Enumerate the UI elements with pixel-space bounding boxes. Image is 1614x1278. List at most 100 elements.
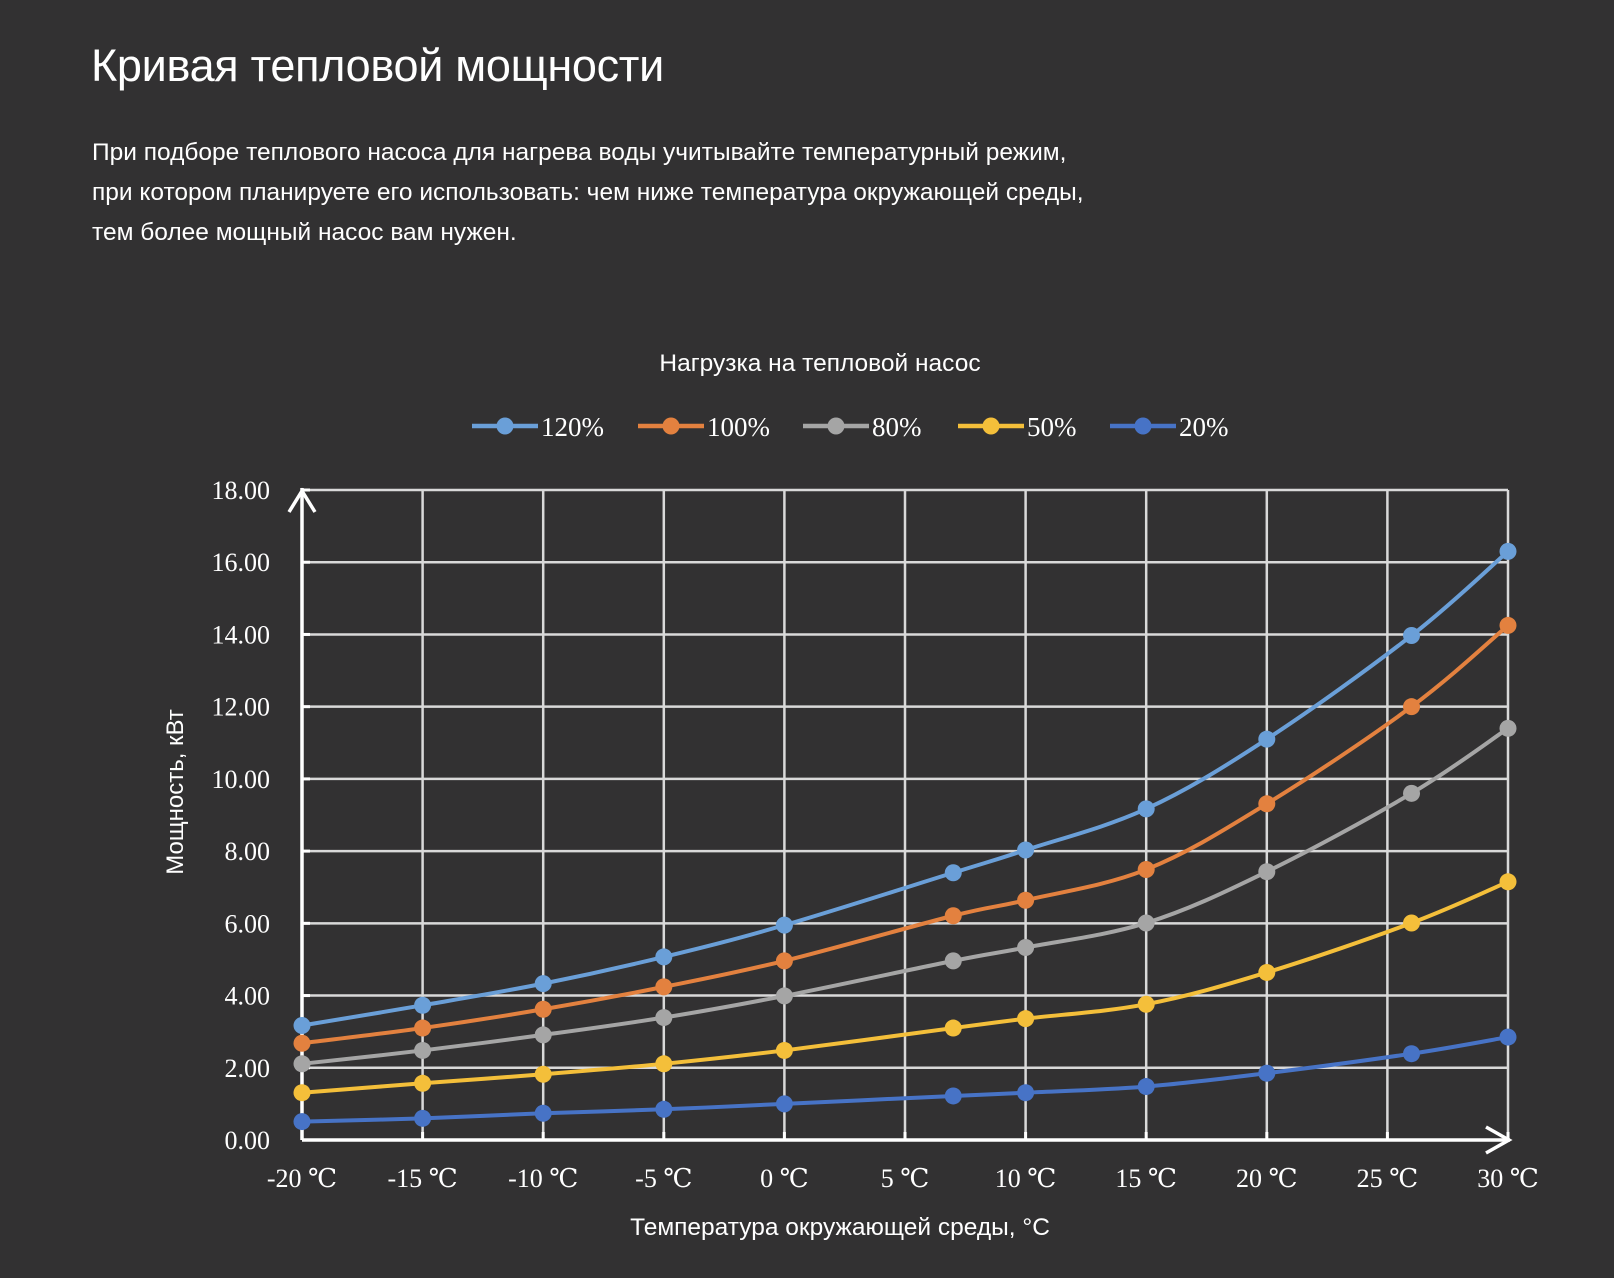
data-point — [1403, 1045, 1421, 1063]
data-point — [1258, 730, 1276, 748]
x-axis-arrow-icon — [1485, 1125, 1513, 1155]
legend-item: 50% — [958, 412, 1077, 442]
data-point — [1258, 1064, 1276, 1082]
x-axis-title: Температура окружающей среды, °C — [630, 1214, 1050, 1241]
x-tick-label: 5 ℃ — [881, 1164, 930, 1193]
data-point — [414, 1109, 432, 1127]
data-point — [775, 987, 793, 1005]
data-point — [775, 916, 793, 934]
data-point — [655, 978, 673, 996]
legend-label: 80% — [872, 412, 922, 442]
data-point — [414, 1074, 432, 1092]
y-axis-ticks: 0.00 2.00 4.00 6.00 8.00 10.00 12.00 14.00 16.00… — [212, 476, 271, 1155]
data-point — [775, 1041, 793, 1059]
legend-marker-icon — [662, 417, 680, 435]
chart-axes — [287, 487, 1513, 1155]
data-point — [1403, 784, 1421, 802]
intro-line: При подборе теплового насоса для нагрева… — [92, 139, 1067, 166]
data-point — [775, 1095, 793, 1113]
data-point — [1017, 891, 1035, 909]
legend-item: 80% — [803, 412, 922, 442]
data-point — [1403, 627, 1421, 645]
y-tick-label: 18.00 — [212, 476, 271, 505]
legend-label: 50% — [1027, 412, 1077, 442]
data-point — [1499, 542, 1517, 560]
data-point — [655, 1009, 673, 1027]
legend-marker-icon — [982, 417, 1000, 435]
data-point — [414, 996, 432, 1014]
y-tick-label: 12.00 — [212, 693, 271, 722]
data-point — [293, 1113, 311, 1131]
legend-item: 100% — [638, 412, 770, 442]
data-point — [1137, 800, 1155, 818]
x-tick-label: 25 ℃ — [1357, 1164, 1419, 1193]
y-tick-label: 0.00 — [225, 1126, 271, 1155]
x-tick-label: -10 ℃ — [508, 1164, 578, 1193]
data-point — [655, 948, 673, 966]
data-point — [534, 975, 552, 993]
legend-item: 120% — [472, 412, 604, 442]
data-point — [775, 952, 793, 970]
y-axis-title: Мощность, кВт — [162, 709, 189, 875]
series-120pct — [293, 542, 1517, 1035]
series-100pct — [293, 616, 1517, 1052]
x-tick-label: -15 ℃ — [387, 1164, 457, 1193]
y-tick-label: 2.00 — [225, 1054, 271, 1083]
x-axis-ticks: -20 ℃ -15 ℃ -10 ℃ -5 ℃ 0 ℃ 5 ℃ 10 ℃ 15 ℃ 20 ℃ 25 … — [267, 1164, 1539, 1193]
data-point — [1499, 873, 1517, 891]
data-point — [293, 1034, 311, 1052]
data-point — [534, 1065, 552, 1083]
x-tick-label: 0 ℃ — [760, 1164, 809, 1193]
data-point — [534, 1026, 552, 1044]
intro-text: При подборе теплового насоса для нагрева… — [92, 133, 1242, 253]
legend-label: 100% — [707, 412, 770, 442]
legend-marker-icon — [1134, 417, 1152, 435]
x-tick-label: -5 ℃ — [635, 1164, 692, 1193]
data-point — [414, 1041, 432, 1059]
data-point — [414, 1019, 432, 1037]
y-tick-label: 4.00 — [225, 982, 271, 1011]
data-point — [1137, 914, 1155, 932]
legend-label: 20% — [1179, 412, 1229, 442]
legend-marker-icon — [827, 417, 845, 435]
data-point — [534, 1104, 552, 1122]
series-80pct — [293, 719, 1517, 1073]
data-point — [655, 1055, 673, 1073]
page-title: Кривая тепловой мощности — [91, 40, 664, 91]
data-point — [1258, 863, 1276, 881]
legend-marker-icon — [496, 417, 514, 435]
data-point — [534, 1000, 552, 1018]
y-axis-arrow-icon — [287, 487, 317, 513]
data-point — [1017, 1010, 1035, 1028]
intro-line: при котором планируете его использовать:… — [92, 179, 1084, 206]
series-20pct — [293, 1028, 1517, 1131]
data-point — [1017, 939, 1035, 957]
data-point — [1017, 1084, 1035, 1102]
chart-title: Нагрузка на тепловой насос — [659, 350, 980, 377]
series-line — [301, 726, 1510, 1066]
chart-legend: 120% 100% 80% 50% 20% — [472, 412, 1229, 442]
x-tick-label: 30 ℃ — [1477, 1164, 1539, 1193]
x-tick-label: 10 ℃ — [995, 1164, 1057, 1193]
series-50pct — [293, 873, 1517, 1102]
y-tick-label: 10.00 — [212, 765, 271, 794]
data-point — [944, 1087, 962, 1105]
data-point — [1403, 698, 1421, 716]
chart-series — [293, 542, 1517, 1131]
y-tick-label: 8.00 — [225, 837, 271, 866]
data-point — [1258, 963, 1276, 981]
data-point — [293, 1084, 311, 1102]
data-point — [1499, 616, 1517, 634]
x-tick-label: 15 ℃ — [1115, 1164, 1177, 1193]
x-tick-label: -20 ℃ — [267, 1164, 337, 1193]
y-tick-label: 16.00 — [212, 548, 271, 577]
data-point — [944, 952, 962, 970]
data-point — [293, 1055, 311, 1073]
y-tick-label: 6.00 — [225, 909, 271, 938]
data-point — [944, 864, 962, 882]
data-point — [944, 907, 962, 925]
data-point — [1258, 795, 1276, 813]
data-point — [655, 1100, 673, 1118]
x-tick-label: 20 ℃ — [1236, 1164, 1298, 1193]
